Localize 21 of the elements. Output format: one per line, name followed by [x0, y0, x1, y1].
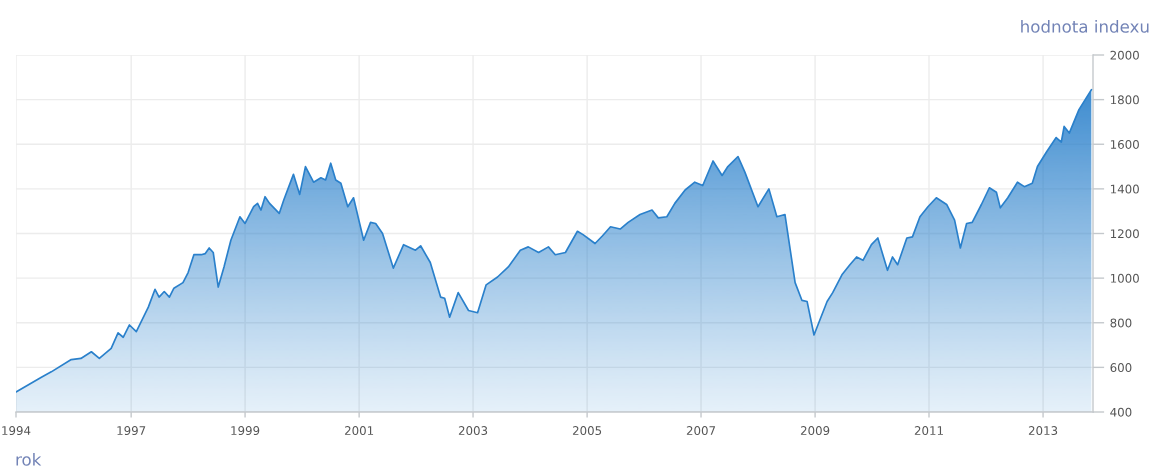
y-tick-label: 600: [1110, 363, 1132, 373]
x-axis-title: rok: [16, 452, 42, 466]
x-tick-label: 2007: [686, 426, 716, 436]
y-tick-label: 800: [1110, 318, 1132, 328]
y-tick-label: 1800: [1110, 95, 1139, 105]
y-tick-label: 1600: [1110, 139, 1139, 149]
x-tick-label: 1994: [2, 426, 31, 436]
y-tick-label: 2000: [1110, 50, 1139, 60]
y-tick-label: 1400: [1110, 184, 1139, 194]
y-tick-label: 1000: [1110, 273, 1139, 283]
x-tick-label: 2003: [458, 426, 488, 436]
x-tick-label: 2001: [344, 426, 374, 436]
y-tick-label: 1200: [1110, 229, 1139, 239]
x-tick-label: 1997: [117, 426, 146, 436]
x-tick-label: 2009: [800, 426, 830, 436]
x-tick-label: 2005: [572, 426, 602, 436]
x-tick-label: 1999: [231, 426, 260, 436]
x-tick-label: 2013: [1028, 426, 1058, 436]
y-tick-label: 400: [1110, 407, 1132, 417]
x-tick-label: 2011: [914, 426, 943, 436]
y-axis-title: hodnota indexu: [1021, 19, 1149, 33]
